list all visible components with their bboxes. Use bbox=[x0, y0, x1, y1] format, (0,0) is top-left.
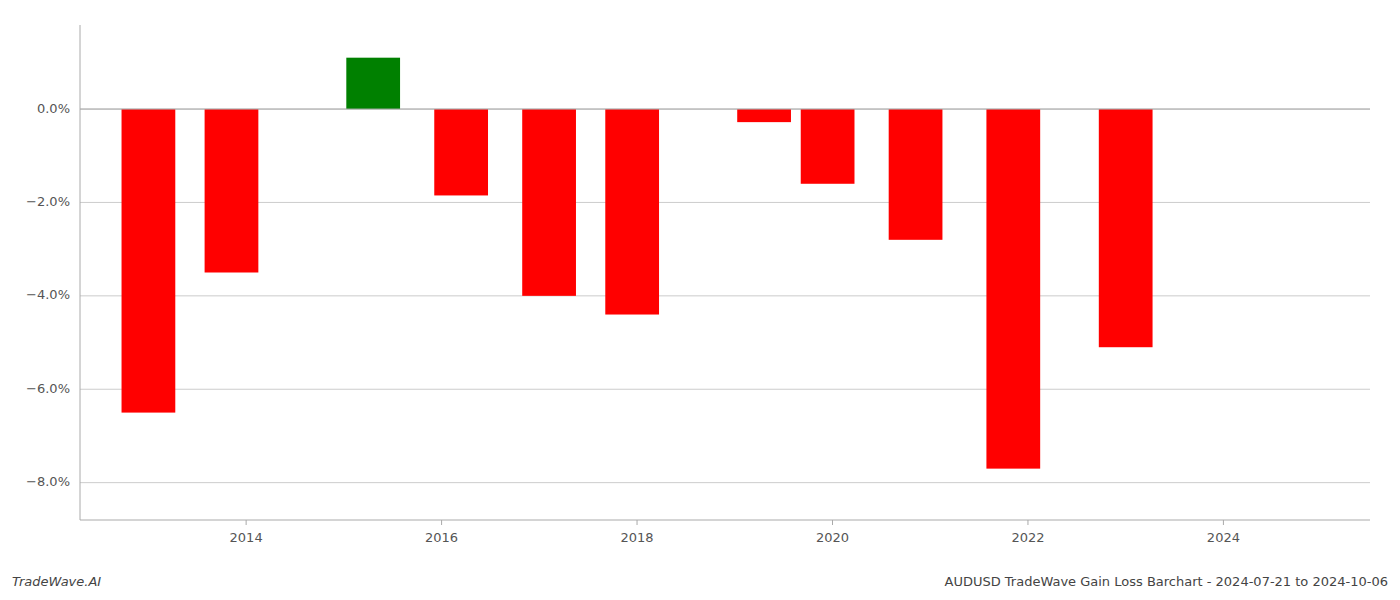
y-tick-label: −2.0% bbox=[26, 194, 70, 209]
x-tick bbox=[637, 520, 638, 525]
x-tick bbox=[1223, 520, 1224, 525]
x-tick bbox=[246, 520, 247, 525]
bar bbox=[986, 109, 1040, 469]
x-tick-label: 2024 bbox=[1207, 530, 1240, 545]
x-tick-label: 2022 bbox=[1011, 530, 1044, 545]
grid-line bbox=[80, 389, 1370, 390]
footer-left: TradeWave.AI bbox=[12, 574, 101, 589]
bar bbox=[889, 109, 943, 240]
bar bbox=[434, 109, 488, 195]
x-axis-line bbox=[80, 520, 1370, 521]
y-axis-line bbox=[80, 25, 81, 520]
bars bbox=[122, 58, 1153, 469]
x-tick-label: 2014 bbox=[230, 530, 263, 545]
bar bbox=[1099, 109, 1153, 347]
x-tick bbox=[1027, 520, 1028, 525]
x-tick bbox=[832, 520, 833, 525]
grid-line bbox=[80, 295, 1370, 296]
x-tick bbox=[441, 520, 442, 525]
bar bbox=[605, 109, 659, 314]
grid-line bbox=[80, 482, 1370, 483]
chart-svg: 0.0% −2.0% −4.0% −6.0% −8.0% 2014 2016 2018 2020… bbox=[0, 0, 1400, 600]
bar bbox=[522, 109, 576, 296]
chart-container: 0.0% −2.0% −4.0% −6.0% −8.0% 2014 2016 2018 2020… bbox=[0, 0, 1400, 600]
bar bbox=[801, 109, 855, 184]
x-tick-label: 2018 bbox=[620, 530, 653, 545]
y-tick-label: −4.0% bbox=[26, 287, 70, 302]
zero-line bbox=[80, 109, 1370, 110]
grid-line bbox=[80, 202, 1370, 203]
bar bbox=[122, 109, 176, 413]
y-tick-label: −6.0% bbox=[26, 381, 70, 396]
y-grid bbox=[80, 109, 1370, 483]
bar bbox=[346, 58, 400, 109]
footer-right: AUDUSD TradeWave Gain Loss Barchart - 20… bbox=[944, 574, 1388, 589]
x-tick-label: 2020 bbox=[816, 530, 849, 545]
y-tick-label: 0.0% bbox=[37, 101, 70, 116]
bar bbox=[205, 109, 259, 272]
grid-line bbox=[80, 109, 1370, 110]
bar bbox=[737, 109, 791, 122]
y-tick-label: −8.0% bbox=[26, 474, 70, 489]
x-tick-label: 2016 bbox=[425, 530, 458, 545]
